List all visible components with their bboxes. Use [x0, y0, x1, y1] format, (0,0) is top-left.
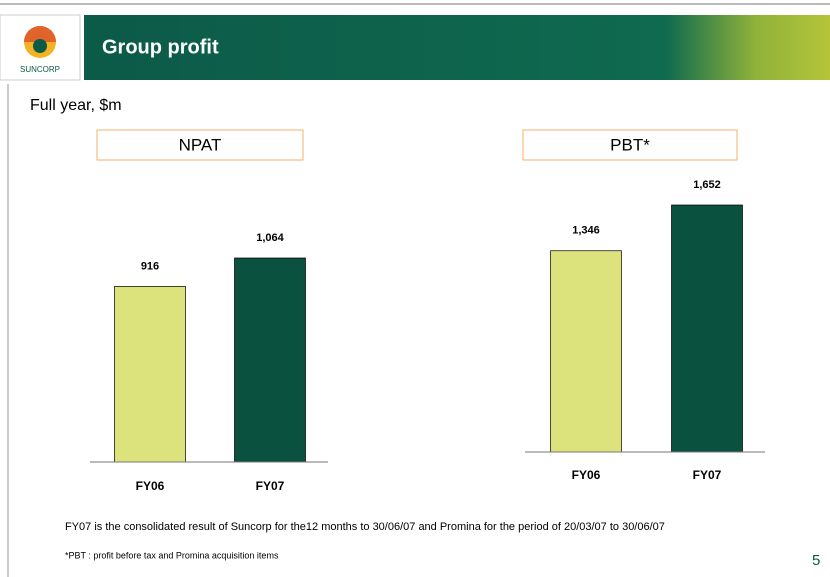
value-label: 1,346	[572, 225, 600, 237]
x-tick-label: FY07	[256, 479, 285, 493]
value-label: 1,064	[256, 232, 284, 244]
x-tick-label: FY06	[136, 479, 165, 493]
x-tick-label: FY07	[693, 468, 722, 482]
footnote: *PBT : profit before tax and Promina acq…	[65, 550, 279, 560]
bar	[672, 205, 743, 452]
bar	[115, 286, 186, 462]
logo: SUNCORP	[0, 15, 80, 80]
slide: SUNCORP Group profit Full year, $m FY07 …	[0, 0, 830, 577]
value-label: 1,652	[693, 179, 721, 191]
chart-title: PBT*	[610, 135, 650, 154]
logo-text: SUNCORP	[20, 65, 60, 74]
chart-title: NPAT	[179, 135, 222, 154]
slide-canvas: SUNCORP Group profit Full year, $m FY07 …	[0, 0, 830, 577]
slide-title: Group profit	[102, 36, 219, 58]
subtitle: Full year, $m	[30, 97, 122, 114]
bar	[551, 251, 622, 452]
x-tick-label: FY06	[572, 468, 601, 482]
value-label: 916	[141, 260, 159, 272]
footnote: FY07 is the consolidated result of Sunco…	[65, 521, 665, 533]
bar	[235, 258, 306, 462]
page-number: 5	[812, 552, 820, 569]
